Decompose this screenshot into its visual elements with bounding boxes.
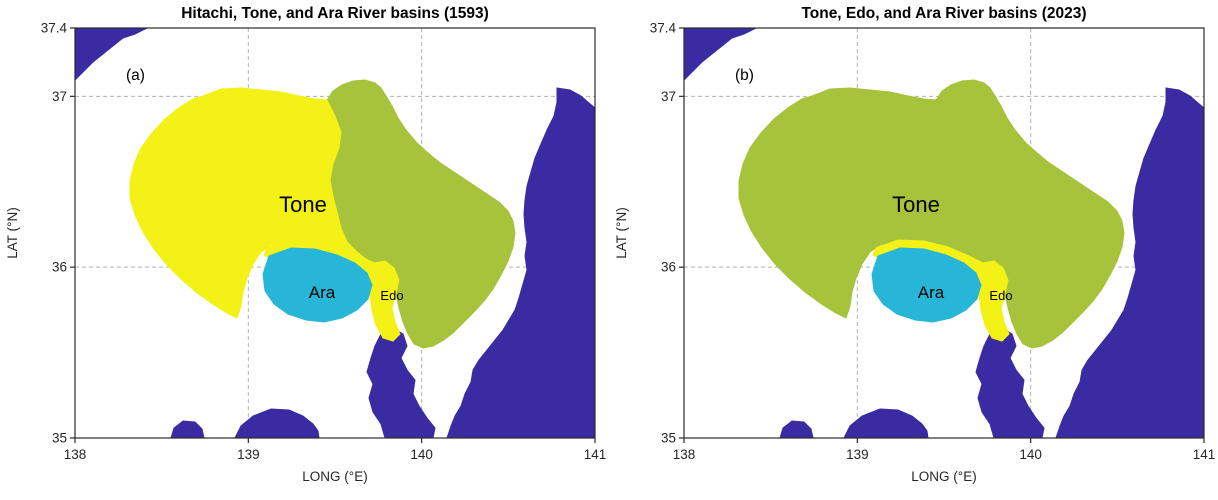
x-tick-label-138: 138: [673, 447, 696, 462]
region-ara: [871, 247, 982, 323]
y-tick-label-37.4: 37.4: [650, 21, 677, 36]
x-tick-label-139: 139: [237, 447, 260, 462]
label-layer: Tone Ara Edo: [279, 192, 403, 303]
x-tick-label-141: 141: [584, 447, 607, 462]
map-label-edo: Edo: [380, 288, 403, 303]
plot-border: [683, 27, 1205, 439]
y-tick-label-37.4: 37.4: [41, 21, 68, 36]
map-label-edo: Edo: [989, 288, 1012, 303]
x-tick-label-140: 140: [410, 447, 433, 462]
ocean-sagami-bay: [843, 408, 929, 439]
ocean-sagami-bay: [234, 408, 320, 439]
panel-tag: (b): [735, 67, 754, 84]
x-tick-label-139: 139: [846, 447, 869, 462]
map-label-tone: Tone: [892, 192, 940, 217]
panel-b: Tone Ara Edo 138 139 140 141 37.4 37 36 35 Tone, …: [614, 5, 1216, 484]
ocean-layer: [74, 27, 596, 439]
x-tick-label-141: 141: [1193, 447, 1216, 462]
map-label-ara: Ara: [309, 283, 336, 302]
ocean-tokyo-bay: [975, 327, 1045, 439]
map-label-ara: Ara: [918, 283, 945, 302]
x-tick-label-138: 138: [64, 447, 87, 462]
x-axis-label: LONG (°E): [302, 469, 367, 484]
y-tick-label-36: 36: [52, 260, 67, 275]
basin-layer: [738, 79, 1125, 349]
panel-title: Tone, Edo, and Ara River basins (2023): [801, 5, 1086, 22]
panel-a: Tone Ara Edo 138 139 140 141 37.4 37 36 35 Hitach…: [5, 5, 607, 484]
ocean-tokyo-bay: [366, 327, 436, 439]
ocean-sea-northwest: [683, 27, 757, 82]
y-tick-label-36: 36: [661, 260, 676, 275]
y-tick-label-37: 37: [52, 89, 67, 104]
panel-tag: (a): [126, 67, 145, 84]
x-axis-label: LONG (°E): [911, 469, 976, 484]
axis-layer: 138 139 140 141 37.4 37 36 35: [41, 21, 607, 463]
label-layer: Tone Ara Edo: [892, 192, 1012, 303]
y-axis-label: LAT (°N): [5, 207, 20, 258]
ocean-sea-northwest: [74, 27, 148, 82]
x-tick-label-140: 140: [1019, 447, 1042, 462]
y-tick-label-35: 35: [661, 431, 676, 446]
map-label-tone: Tone: [279, 192, 327, 217]
y-axis-label: LAT (°N): [614, 207, 629, 258]
axis-layer: 138 139 140 141 37.4 37 36 35: [650, 21, 1216, 463]
plot-border: [74, 27, 596, 439]
y-tick-label-37: 37: [661, 89, 676, 104]
region-ara: [262, 247, 373, 323]
panel-title: Hitachi, Tone, and Ara River basins (159…: [181, 5, 489, 22]
basin-layer: [129, 79, 516, 349]
y-tick-label-35: 35: [52, 431, 67, 446]
